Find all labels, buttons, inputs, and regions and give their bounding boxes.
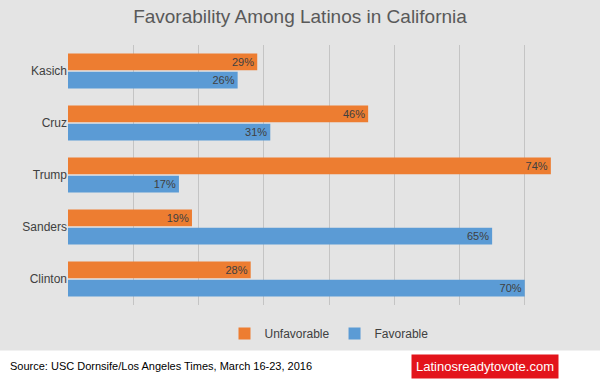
svg-text:Clinton: Clinton — [30, 272, 67, 286]
svg-text:70%: 70% — [500, 282, 522, 294]
svg-text:65%: 65% — [467, 230, 489, 242]
svg-text:Sanders: Sanders — [22, 220, 67, 234]
svg-text:19%: 19% — [167, 212, 189, 224]
svg-text:Kasich: Kasich — [31, 64, 67, 78]
svg-text:29%: 29% — [232, 56, 254, 68]
svg-text:Trump: Trump — [33, 168, 68, 182]
svg-text:Source: USC Dornsife/Los Angel: Source: USC Dornsife/Los Angeles Times, … — [10, 360, 312, 372]
svg-text:Unfavorable: Unfavorable — [265, 327, 330, 341]
svg-text:31%: 31% — [245, 126, 267, 138]
svg-text:Latinosreadytovote.com: Latinosreadytovote.com — [416, 359, 554, 374]
svg-text:17%: 17% — [154, 178, 176, 190]
svg-text:26%: 26% — [212, 74, 234, 86]
svg-text:28%: 28% — [225, 264, 247, 276]
svg-text:Favorability Among Latinos in: Favorability Among Latinos in California — [133, 6, 467, 27]
svg-text:74%: 74% — [526, 160, 548, 172]
svg-text:Cruz: Cruz — [42, 116, 67, 130]
svg-text:46%: 46% — [343, 108, 365, 120]
svg-text:Favorable: Favorable — [375, 327, 429, 341]
